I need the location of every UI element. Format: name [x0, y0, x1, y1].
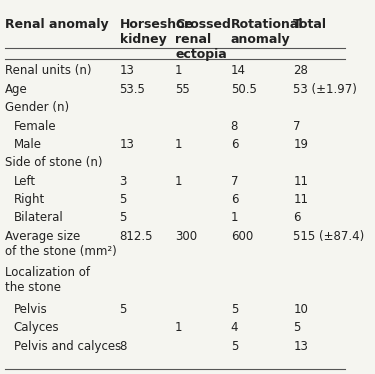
Text: Pelvis: Pelvis	[13, 303, 47, 316]
Text: 5: 5	[231, 340, 238, 353]
Text: 13: 13	[293, 340, 308, 353]
Text: Rotational
anomaly: Rotational anomaly	[231, 18, 303, 46]
Text: Crossed
renal
ectopia: Crossed renal ectopia	[175, 18, 231, 61]
Text: Average size
of the stone (mm²): Average size of the stone (mm²)	[5, 230, 117, 258]
Text: 28: 28	[293, 64, 308, 77]
Text: 6: 6	[231, 193, 238, 206]
Text: 8: 8	[120, 340, 127, 353]
Text: 19: 19	[293, 138, 308, 151]
Text: Pelvis and calyces: Pelvis and calyces	[13, 340, 121, 353]
Text: Right: Right	[13, 193, 45, 206]
Text: 300: 300	[175, 230, 197, 242]
Text: 5: 5	[231, 303, 238, 316]
Text: 1: 1	[231, 211, 238, 224]
Text: Female: Female	[13, 120, 56, 132]
Text: 13: 13	[120, 64, 134, 77]
Text: Age: Age	[5, 83, 28, 96]
Text: 11: 11	[293, 193, 308, 206]
Text: 53 (±1.97): 53 (±1.97)	[293, 83, 357, 96]
Text: 812.5: 812.5	[120, 230, 153, 242]
Text: 515 (±87.4): 515 (±87.4)	[293, 230, 364, 242]
Text: 1: 1	[175, 175, 183, 187]
Text: 1: 1	[175, 64, 183, 77]
Text: 10: 10	[293, 303, 308, 316]
Text: 6: 6	[231, 138, 238, 151]
Text: 5: 5	[293, 321, 301, 334]
Text: 50.5: 50.5	[231, 83, 256, 96]
Text: 4: 4	[231, 321, 238, 334]
Text: 600: 600	[231, 230, 253, 242]
Text: Total: Total	[293, 18, 327, 31]
Text: 13: 13	[120, 138, 134, 151]
Text: 6: 6	[293, 211, 301, 224]
Text: 55: 55	[175, 83, 190, 96]
Text: Calyces: Calyces	[13, 321, 59, 334]
Text: 7: 7	[293, 120, 301, 132]
Text: Side of stone (n): Side of stone (n)	[5, 156, 102, 169]
Text: 1: 1	[175, 321, 183, 334]
Text: 5: 5	[120, 211, 127, 224]
Text: Renal anomaly: Renal anomaly	[5, 18, 108, 31]
Text: 5: 5	[120, 303, 127, 316]
Text: 5: 5	[120, 193, 127, 206]
Text: 7: 7	[231, 175, 238, 187]
Text: Localization of
the stone: Localization of the stone	[5, 266, 90, 294]
Text: Left: Left	[13, 175, 36, 187]
Text: 11: 11	[293, 175, 308, 187]
Text: 14: 14	[231, 64, 246, 77]
Text: 53.5: 53.5	[120, 83, 146, 96]
Text: 3: 3	[120, 175, 127, 187]
Text: Gender (n): Gender (n)	[5, 101, 69, 114]
Text: Bilateral: Bilateral	[13, 211, 63, 224]
Text: 1: 1	[175, 138, 183, 151]
Text: 8: 8	[231, 120, 238, 132]
Text: Horseshoe
kidney: Horseshoe kidney	[120, 18, 194, 46]
Text: Renal units (n): Renal units (n)	[5, 64, 92, 77]
Text: Male: Male	[13, 138, 42, 151]
